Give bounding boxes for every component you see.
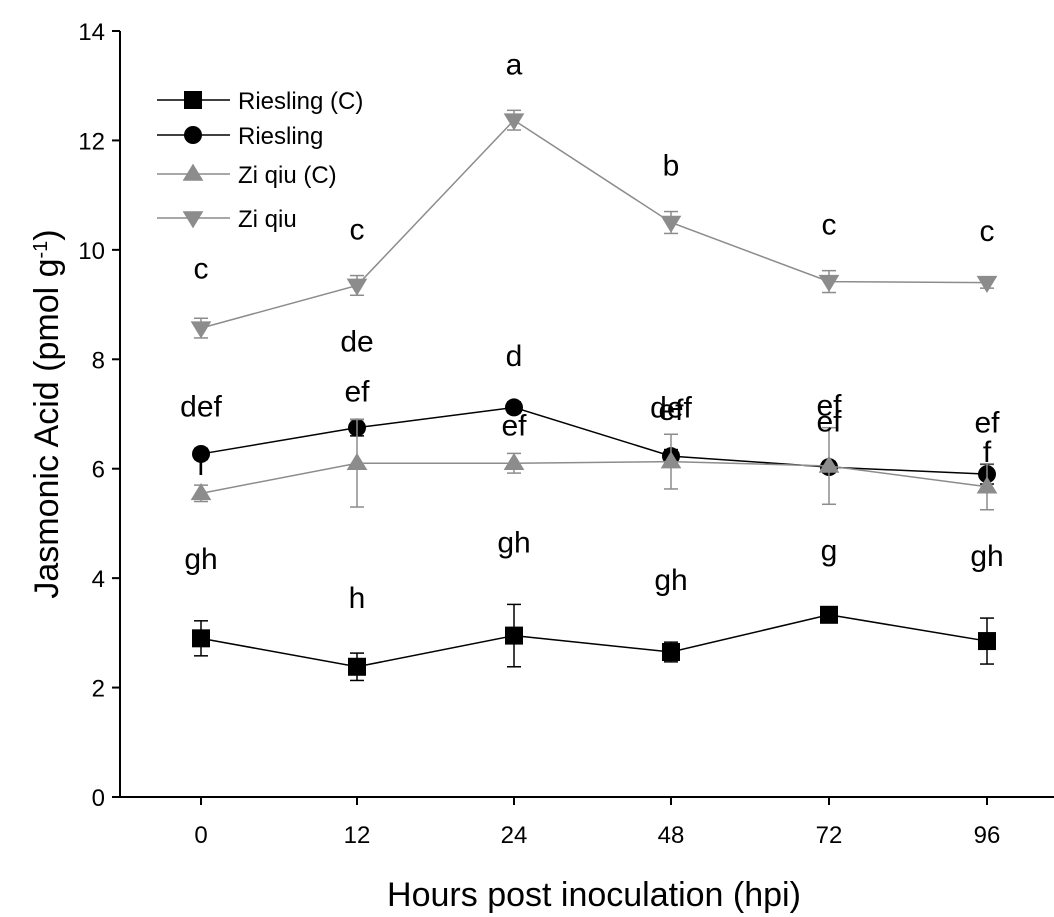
x-tick-label: 48 bbox=[658, 822, 685, 849]
data-point bbox=[660, 215, 682, 233]
data-point bbox=[662, 643, 680, 662]
significance-label: a bbox=[506, 48, 523, 81]
significance-label: f bbox=[197, 449, 206, 482]
legend-marker bbox=[184, 91, 202, 109]
legend-label: Riesling bbox=[238, 123, 323, 150]
data-point bbox=[818, 455, 840, 473]
legend-label: Zi qiu (C) bbox=[238, 162, 337, 189]
legend-label: Riesling (C) bbox=[238, 88, 363, 115]
y-tick-label: 14 bbox=[78, 19, 105, 46]
x-tick-label: 72 bbox=[816, 822, 843, 849]
data-point bbox=[976, 275, 998, 294]
series-riesling-c bbox=[192, 603, 996, 682]
significance-label: c bbox=[980, 215, 995, 248]
legend-item: Riesling bbox=[157, 123, 323, 150]
y-tick-label: 8 bbox=[92, 347, 105, 374]
data-point bbox=[348, 657, 366, 676]
data-point bbox=[503, 452, 525, 470]
series-layer bbox=[190, 109, 998, 682]
data-point bbox=[505, 626, 523, 645]
significance-label: c bbox=[194, 252, 209, 285]
significance-label: ef bbox=[816, 406, 842, 439]
data-point bbox=[503, 113, 525, 131]
y-axis-title: Jasmonic Acid (pmol g-1) bbox=[28, 229, 66, 598]
legend: Riesling (C) Riesling Zi qiu (C) Zi qiu bbox=[157, 88, 363, 233]
series-zi-qiu bbox=[190, 109, 998, 339]
legend-label: Zi qiu bbox=[238, 206, 297, 233]
y-axis-title-main: Jasmonic Acid (pmol g bbox=[28, 258, 66, 598]
significance-label: ef bbox=[501, 409, 527, 442]
series-line bbox=[200, 119, 988, 329]
x-tick-label: 24 bbox=[501, 822, 528, 849]
series-line bbox=[200, 614, 988, 668]
legend-item: Zi qiu bbox=[157, 206, 297, 233]
legend-item: Zi qiu (C) bbox=[157, 162, 337, 189]
x-tick-label: 12 bbox=[344, 822, 371, 849]
significance-label: ef bbox=[816, 390, 842, 423]
y-tick-label: 12 bbox=[78, 128, 105, 155]
series-line bbox=[200, 406, 988, 475]
significance-label: gh bbox=[654, 564, 687, 597]
significance-label: ef bbox=[344, 375, 370, 408]
y-tick-label: 10 bbox=[78, 238, 105, 265]
significance-label: ef bbox=[974, 406, 1000, 439]
significance-label: gh bbox=[497, 526, 530, 559]
significance-label: c bbox=[350, 214, 365, 247]
data-point bbox=[505, 398, 523, 417]
x-tick-label: 96 bbox=[974, 822, 1001, 849]
data-point bbox=[346, 278, 368, 296]
legend-marker bbox=[184, 126, 202, 144]
significance-label: de bbox=[340, 325, 373, 358]
series-zi-qiu-c bbox=[190, 418, 998, 511]
significance-label: g bbox=[821, 534, 838, 567]
data-point bbox=[976, 476, 998, 494]
data-point bbox=[820, 605, 838, 624]
data-point bbox=[192, 444, 210, 463]
data-point bbox=[346, 452, 368, 470]
significance-label: b bbox=[663, 150, 680, 183]
legend-marker bbox=[182, 211, 204, 229]
y-tick-label: 4 bbox=[92, 566, 105, 593]
significance-label: gh bbox=[184, 543, 217, 576]
data-point bbox=[190, 482, 212, 501]
significance-label: def bbox=[650, 392, 692, 425]
significance-label: gh bbox=[970, 540, 1003, 573]
x-axis-title: Hours post inoculation (hpi) bbox=[387, 876, 801, 914]
significance-label: d bbox=[506, 340, 523, 373]
y-tick-label: 0 bbox=[92, 785, 105, 812]
legend-item: Riesling (C) bbox=[157, 88, 363, 115]
significance-label: def bbox=[180, 390, 222, 423]
significance-label: ef bbox=[658, 394, 684, 427]
y-tick-label: 2 bbox=[92, 676, 105, 703]
legend-marker bbox=[182, 163, 204, 181]
data-point bbox=[978, 632, 996, 651]
data-point bbox=[190, 321, 212, 339]
significance-label: c bbox=[822, 209, 837, 242]
significance-label: h bbox=[349, 582, 366, 615]
y-tick-label: 6 bbox=[92, 457, 105, 484]
series-line bbox=[200, 460, 988, 495]
y-axis-title-superscript: -1 bbox=[30, 241, 52, 259]
significance-label: f bbox=[983, 436, 992, 469]
x-tick-label: 0 bbox=[194, 822, 207, 849]
data-point bbox=[818, 274, 840, 292]
data-point bbox=[192, 629, 210, 648]
y-axis-title-close: ) bbox=[28, 229, 66, 240]
data-point bbox=[660, 451, 682, 469]
